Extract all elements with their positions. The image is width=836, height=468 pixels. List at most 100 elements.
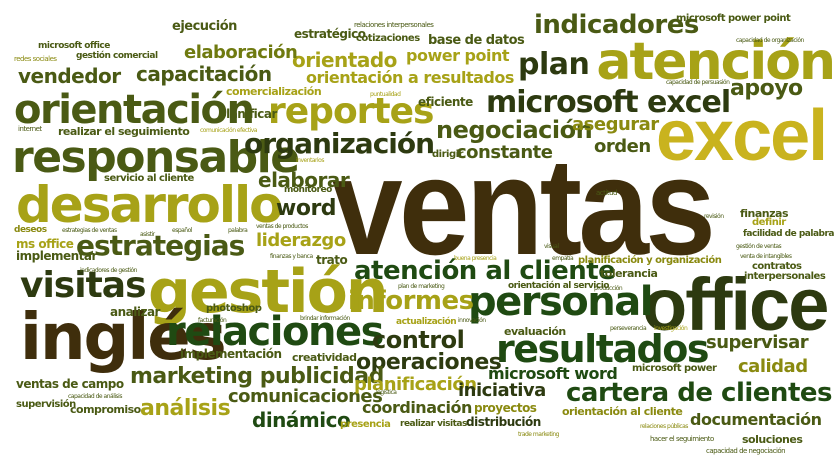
word-estrategias-de-ventas: estrategias de ventas bbox=[62, 227, 117, 234]
word-compromiso: compromiso bbox=[70, 403, 141, 416]
word-informes: informes bbox=[348, 286, 474, 316]
word-analisis: análisis bbox=[140, 396, 231, 421]
word-office: office bbox=[642, 263, 829, 346]
word-negociacion: negociación bbox=[436, 116, 593, 144]
word-comercializacion: comercialización bbox=[226, 85, 322, 98]
word-elaborar: elaborar bbox=[258, 168, 350, 192]
word-personal: personal bbox=[468, 279, 653, 325]
word-definir: definir bbox=[752, 217, 786, 228]
word-venta-de-intangibles: venta de intangibles bbox=[740, 253, 792, 260]
word-comunicaciones: comunicaciones bbox=[228, 386, 383, 407]
word-contratos: contratos bbox=[752, 261, 802, 272]
word-brindar-informacion: brindar información bbox=[300, 315, 350, 322]
word-capacidad-de-negociacion: capacidad de negociación bbox=[706, 447, 786, 455]
word-capacidad-de-analisis: capacidad de análisis bbox=[68, 393, 122, 400]
word-microsoft-power: microsoft power bbox=[632, 363, 717, 374]
word-resultados: resultados bbox=[496, 327, 709, 371]
word-iniciativa: iniciativa bbox=[458, 380, 546, 401]
word-atencion-al-cliente: atención al cliente bbox=[354, 256, 616, 286]
word-finanzas: finanzas bbox=[740, 207, 789, 220]
word-estrategias: estrategias bbox=[76, 229, 245, 262]
word-planificacion: planificación bbox=[354, 374, 477, 395]
word-photoshop: photoshop bbox=[206, 303, 262, 314]
word-gestion-de-ventas: gestión de ventas bbox=[736, 243, 782, 250]
word-microsoft-word: microsoft word bbox=[488, 364, 618, 383]
word-asistir: asistir bbox=[140, 231, 155, 238]
word-orientacion-al-servicio: orientación al servicio bbox=[508, 281, 609, 291]
word-gestion-comercial: gestión comercial bbox=[76, 51, 158, 61]
word-apoyo: apoyo bbox=[730, 76, 803, 101]
word-capacidad-de-organizacion: capacidad de organización bbox=[736, 37, 804, 44]
word-desarrollo: desarrollo bbox=[16, 176, 283, 234]
word-plan-de-marketing: plan de marketing bbox=[398, 283, 445, 290]
word-ventas: ventas bbox=[332, 130, 716, 284]
word-perseverancia: perseverancia bbox=[610, 325, 647, 332]
word-innovacion: innovación bbox=[458, 317, 486, 324]
word-facturacion: facturación bbox=[198, 317, 227, 324]
word-ingles: inglés bbox=[20, 301, 227, 375]
word-creatividad: creatividad bbox=[292, 351, 357, 364]
word-calidad: calidad bbox=[738, 356, 808, 377]
word-deseos: deseos bbox=[14, 225, 47, 235]
word-constante: constante bbox=[456, 142, 553, 163]
word-word: word bbox=[276, 196, 337, 221]
word-logistica: logística bbox=[376, 389, 397, 396]
word-proyectos: proyectos bbox=[474, 401, 537, 415]
word-tolerancia: tolerancia bbox=[600, 267, 658, 280]
word-indicadores: indicadores bbox=[534, 10, 699, 40]
word-inventarios: inventarios bbox=[296, 157, 324, 164]
word-vendedor: vendedor bbox=[18, 64, 121, 88]
word-capacidad-de-persuasion: capacidad de persuasión bbox=[666, 79, 730, 86]
word-ventas-de-productos: ventas de productos bbox=[256, 223, 308, 230]
word-capacitacion: capacitación bbox=[136, 62, 272, 86]
word-trato: trato bbox=[316, 253, 348, 267]
word-asegurar: asegurar bbox=[572, 114, 659, 135]
word-liderazgo: liderazgo bbox=[256, 230, 346, 251]
word-organizacion: organización bbox=[244, 127, 435, 160]
word-orden: orden bbox=[594, 136, 651, 157]
word-relaciones-publicas: relaciones públicas bbox=[640, 423, 688, 430]
word-visitas: visitas bbox=[20, 265, 147, 306]
word-comunicacion-efectiva: comunicación efectiva bbox=[200, 127, 257, 134]
word-marketing-publicidad: marketing publicidad bbox=[130, 364, 384, 389]
word-interpersonales: interpersonales bbox=[744, 271, 826, 282]
word-supervisar: supervisar bbox=[706, 332, 809, 353]
word-planificacion-y-organizacion: planificación y organización bbox=[578, 255, 722, 266]
word-ms-office: ms office bbox=[16, 237, 74, 251]
word-operaciones: operaciones bbox=[356, 350, 502, 375]
word-relaciones-interpersonales: relaciones interpersonales bbox=[354, 21, 434, 29]
word-implementar: implementar bbox=[16, 249, 97, 263]
word-monitoreo: monitoreo bbox=[284, 185, 332, 195]
word-documentacion: documentación bbox=[690, 410, 822, 429]
word-analizar: analizar bbox=[110, 305, 160, 319]
word-excel: excel bbox=[656, 96, 828, 176]
word-realizar-el-seguimiento: realizar el seguimiento bbox=[58, 125, 190, 138]
word-plan: plan bbox=[518, 47, 590, 82]
word-planificar: planificar bbox=[218, 107, 277, 121]
word-supervision: supervisión bbox=[16, 399, 76, 410]
word-empatia: empatía bbox=[552, 255, 574, 262]
word-relaciones: relaciones bbox=[166, 309, 384, 355]
word-gestion: gestión bbox=[148, 257, 389, 327]
word-distribucion: distribución bbox=[466, 415, 541, 429]
word-investigacion: investigación bbox=[654, 325, 688, 332]
word-redes-sociales: redes sociales bbox=[14, 55, 57, 63]
word-orientacion-al-cliente: orientación al cliente bbox=[562, 405, 683, 418]
word-palabra: palabra bbox=[228, 227, 248, 234]
word-power-point: power point bbox=[406, 46, 510, 65]
word-responsable: responsable bbox=[12, 132, 300, 183]
word-buena-presencia: buena presencia bbox=[454, 255, 497, 262]
word-microsoft-excel: microsoft excel bbox=[486, 85, 731, 120]
word-coordinacion: coordinación bbox=[362, 398, 472, 417]
word-soluciones: soluciones bbox=[742, 433, 803, 446]
word-eficiente: eficiente bbox=[418, 95, 473, 109]
word-indicadores-de-gestion: indicadores de gestión bbox=[80, 267, 138, 274]
word-ventas-de-campo: ventas de campo bbox=[16, 377, 124, 391]
word-elaboracion: elaboración bbox=[184, 42, 298, 63]
word-implementacion: implementación bbox=[180, 347, 282, 361]
word-atencion: atención bbox=[596, 32, 836, 92]
word-ejecucion: ejecución bbox=[172, 19, 237, 34]
word-finanzas-y-banca: finanzas y banca bbox=[270, 253, 313, 260]
word-internet: internet bbox=[18, 125, 42, 133]
